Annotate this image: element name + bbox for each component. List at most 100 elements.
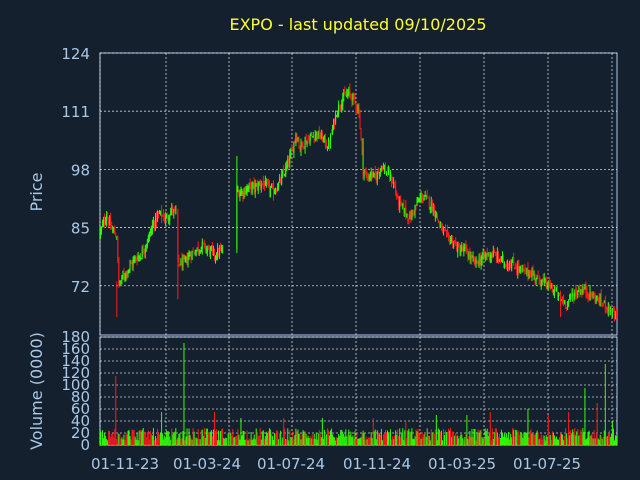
candle-body-up: [472, 257, 474, 259]
volume-bar-up: [500, 429, 502, 445]
volume-bar-down: [468, 436, 470, 445]
x-tick-label: 01-07-25: [513, 455, 581, 473]
candle-body-up: [219, 249, 221, 256]
candle-body-up: [252, 183, 254, 185]
candle-body-up: [603, 300, 605, 303]
volume-bar-down: [149, 430, 151, 445]
candle-body-up: [154, 215, 156, 229]
candle-body-down: [163, 213, 165, 220]
candle-body-up: [116, 238, 118, 240]
candle-body-up: [341, 104, 343, 109]
volume-bar-up: [507, 437, 509, 445]
volume-bar-up: [242, 430, 244, 445]
candle-body-down: [405, 205, 407, 216]
candle-body-down: [183, 257, 185, 259]
candle-body-up: [540, 283, 542, 286]
candle-body-down: [466, 248, 468, 255]
volume-bar-down: [216, 429, 218, 445]
volume-bar-down: [208, 432, 210, 445]
candle-body-up: [236, 188, 238, 249]
volume-bar-down: [232, 429, 234, 445]
candle-body-down: [469, 251, 471, 259]
volume-bar-up: [569, 435, 571, 445]
volume-bar-up: [188, 428, 190, 445]
volume-bar-down: [222, 428, 224, 445]
volume-y-tick-label: 100: [61, 376, 90, 394]
candle-body-down: [495, 253, 497, 260]
volume-bar-up: [471, 428, 473, 445]
volume-bar-down: [529, 431, 531, 445]
volume-bar-up: [478, 432, 480, 445]
candle-body-down: [204, 245, 206, 250]
price-y-tick-label: 85: [71, 220, 90, 238]
volume-bar-up: [446, 431, 448, 445]
candle-body-up: [528, 272, 530, 278]
volume-bar-up: [240, 418, 242, 445]
candle-body-up: [278, 182, 280, 187]
candle-body-down: [600, 294, 602, 303]
candle-body-up: [489, 256, 491, 260]
candle-body-down: [403, 204, 405, 214]
volume-bar-up: [151, 435, 153, 445]
candle-body-up: [237, 190, 239, 192]
candle-body-down: [513, 258, 515, 266]
volume-bar-up: [613, 440, 615, 445]
chart-title: EXPO - last updated 09/10/2025: [229, 15, 486, 34]
volume-bar-up: [250, 432, 252, 445]
candle-body-down: [408, 218, 410, 221]
candle-body-up: [570, 295, 572, 297]
volume-bar-up: [410, 431, 412, 445]
volume-bar-down: [336, 437, 338, 445]
volume-bar-up: [515, 429, 517, 445]
candle-body-down: [218, 249, 220, 255]
candle-body-up: [352, 93, 354, 101]
candle-body-up: [187, 257, 189, 266]
volume-bar-down: [391, 439, 393, 445]
volume-bar-up: [396, 434, 398, 445]
volume-bar-up: [552, 432, 554, 445]
volume-bar-up: [138, 430, 140, 445]
volume-bar-down: [581, 434, 583, 445]
candle-body-up: [504, 263, 506, 265]
volume-bar-up: [136, 433, 138, 445]
volume-bar-down: [108, 430, 110, 445]
volume-bar-up: [223, 437, 225, 445]
candle-body-up: [327, 142, 329, 148]
candle-body-up: [378, 173, 380, 175]
candle-body-up: [561, 299, 563, 301]
candle-body-up: [383, 167, 385, 170]
volume-bar-up: [107, 440, 109, 445]
candle-body-down: [441, 224, 443, 233]
volume-bar-up: [516, 430, 518, 445]
volume-bar-down: [397, 429, 399, 445]
candle-body-up: [151, 225, 153, 230]
candle-body-down: [413, 212, 415, 214]
candle-body-down: [581, 290, 583, 294]
volume-bar-down: [257, 435, 259, 445]
volume-bar-up: [584, 388, 586, 445]
candle-body-down: [436, 213, 438, 220]
volume-bar-up: [464, 436, 466, 445]
volume-bar-up: [467, 439, 469, 445]
volume-bar-up: [598, 439, 600, 445]
volume-bar-up: [262, 430, 264, 445]
candle-body-down: [608, 303, 610, 312]
volume-bar-up: [538, 439, 540, 445]
candle-body-down: [261, 183, 263, 185]
candle-body-up: [281, 174, 283, 185]
candle-body-up: [122, 275, 124, 277]
price-candles: [100, 83, 617, 322]
candle-body-up: [380, 165, 382, 169]
volume-bar-down: [400, 437, 402, 445]
volume-bar-up: [499, 437, 501, 445]
volume-bar-down: [514, 436, 516, 445]
candle-body-down: [537, 273, 539, 275]
volume-bar-up: [502, 432, 504, 445]
candle-body-up: [555, 288, 557, 292]
candle-body-up: [475, 258, 477, 264]
volume-bar-up: [387, 430, 389, 445]
volume-bar-down: [318, 430, 320, 445]
volume-bar-down: [259, 428, 261, 445]
candle-body-up: [577, 293, 579, 295]
